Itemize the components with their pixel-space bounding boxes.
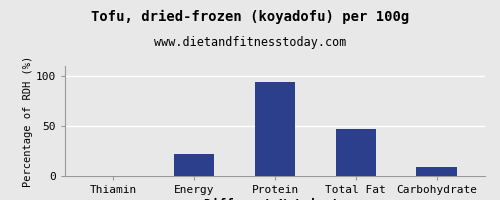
Bar	[174, 154, 214, 176]
Text: www.dietandfitnesstoday.com: www.dietandfitnesstoday.com	[154, 36, 346, 49]
Bar	[336, 129, 376, 176]
X-axis label: Different Nutrients: Different Nutrients	[204, 198, 346, 200]
Bar	[416, 167, 457, 176]
Bar	[255, 82, 295, 176]
Y-axis label: Percentage of RDH (%): Percentage of RDH (%)	[23, 55, 33, 187]
Text: Tofu, dried-frozen (koyadofu) per 100g: Tofu, dried-frozen (koyadofu) per 100g	[91, 10, 409, 24]
